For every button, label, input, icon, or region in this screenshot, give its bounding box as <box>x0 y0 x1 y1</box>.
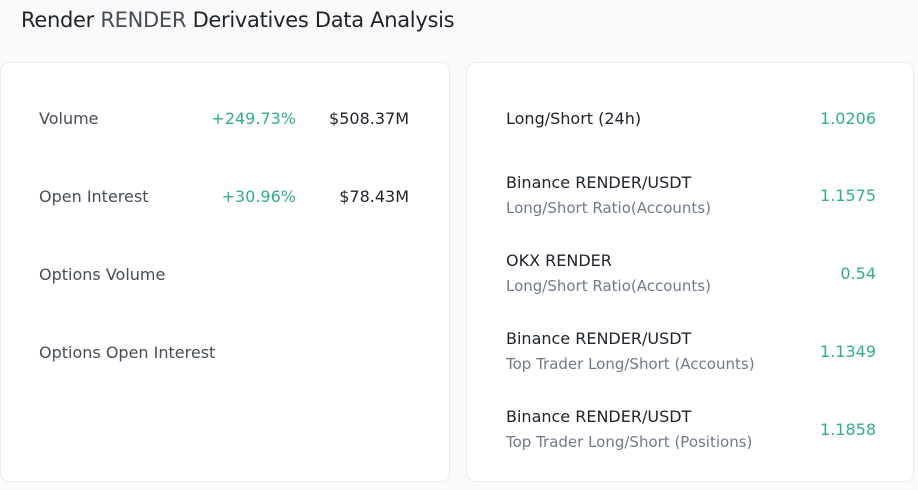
market-stats-card: Volume +249.73% $508.37M Open Interest +… <box>0 62 450 482</box>
row-label: Volume <box>39 108 99 128</box>
row-value: $508.37M <box>329 108 409 128</box>
page-title: Render RENDER Derivatives Data Analysis <box>21 8 455 32</box>
row-value: 1.1858 <box>820 419 876 439</box>
row-label: Binance RENDER/USDT Top Trader Long/Short… <box>506 329 755 373</box>
row-label: Long/Short (24h) <box>506 109 641 128</box>
title-name: Render <box>21 8 94 32</box>
row-title: Binance RENDER/USDT <box>506 173 692 192</box>
long-short-card: Long/Short (24h) 1.0206 Binance RENDER/U… <box>466 62 914 482</box>
row-subtitle: Top Trader Long/Short (Positions) <box>506 433 753 451</box>
row-label: Open Interest <box>39 186 149 206</box>
row-label: Binance RENDER/USDT Top Trader Long/Short… <box>506 407 752 451</box>
row-value: 0.54 <box>840 263 876 283</box>
row-value: 1.1575 <box>820 185 876 205</box>
row-title: Binance RENDER/USDT <box>506 329 692 348</box>
row-label: Binance RENDER/USDT Long/Short Ratio(Acco… <box>506 173 711 217</box>
row-value: $78.43M <box>339 186 409 206</box>
row-title: Binance RENDER/USDT <box>506 407 692 426</box>
row-label: OKX RENDER Long/Short Ratio(Accounts) <box>506 251 711 295</box>
row-subtitle: Long/Short Ratio(Accounts) <box>506 199 711 217</box>
row-subtitle: Top Trader Long/Short (Accounts) <box>506 355 755 373</box>
title-rest: Derivatives Data Analysis <box>192 8 455 32</box>
row-subtitle: Long/Short Ratio(Accounts) <box>506 277 711 295</box>
row-value: 1.1349 <box>820 341 876 361</box>
row-value: 1.0206 <box>820 108 876 128</box>
row-title: OKX RENDER <box>506 251 612 270</box>
row-label: Options Open Interest <box>39 342 216 362</box>
row-label: Options Volume <box>39 264 166 284</box>
row-title: Long/Short (24h) <box>506 108 642 128</box>
row-change: +30.96% <box>221 186 296 206</box>
row-change: +249.73% <box>211 108 296 128</box>
title-symbol: RENDER <box>100 8 187 32</box>
